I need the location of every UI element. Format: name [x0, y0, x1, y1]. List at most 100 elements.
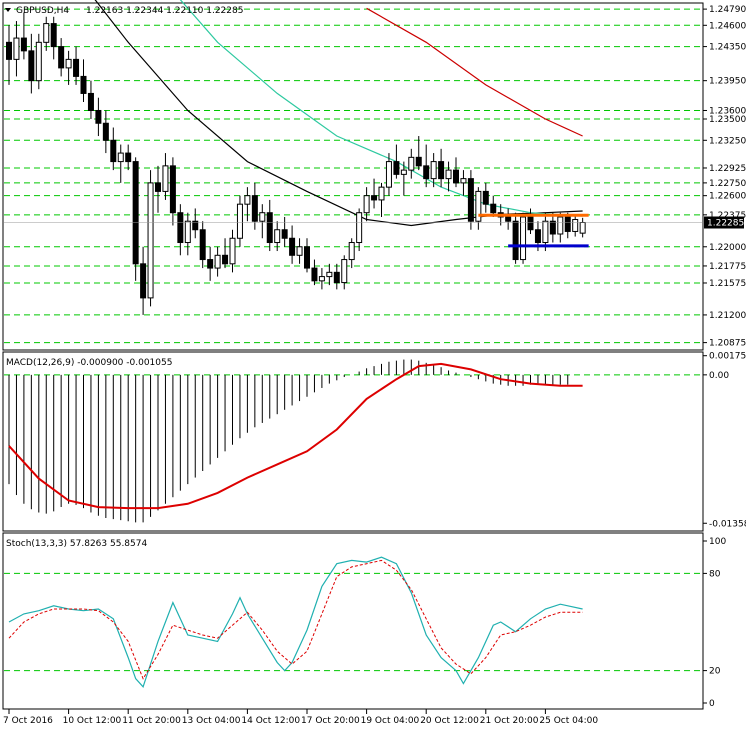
candle-body	[43, 23, 50, 43]
candle-body	[125, 152, 132, 163]
time-tick-label: 10 Oct 12:00	[63, 716, 122, 726]
candle-body	[512, 220, 519, 261]
stoch-lines	[8, 556, 583, 688]
price-tick-label: 1.22375	[709, 211, 746, 221]
last-price-label: 1.22285	[707, 219, 744, 229]
candle-body	[95, 109, 102, 124]
ma-slow-line	[366, 7, 583, 137]
stoch-panel-frame[interactable]	[2, 532, 704, 710]
candle-body	[549, 220, 556, 235]
candles	[6, 12, 586, 315]
stoch-tick-label: 100	[709, 537, 726, 547]
macd-axis: 0.001752 0.00 -0.013583	[703, 352, 746, 529]
stoch-tick-label: 20	[709, 667, 721, 677]
macd-histogram	[8, 359, 569, 523]
candle-body	[475, 190, 482, 222]
candle-body	[371, 195, 378, 201]
candle-body	[289, 237, 296, 256]
candle-body	[557, 216, 564, 235]
price-tick-label: 1.21775	[709, 262, 746, 272]
candle-body	[311, 267, 318, 282]
price-axis: 1.24790 1.24600 1.24350 1.23950 1.236001.235…	[4, 5, 746, 349]
price-levels[interactable]	[478, 213, 589, 248]
candle-body	[266, 212, 273, 244]
candle-body	[35, 41, 42, 82]
candle-body	[400, 169, 407, 175]
candle-body	[214, 254, 221, 269]
candle-body	[58, 46, 65, 69]
candle-body	[527, 216, 534, 231]
candle-body	[169, 165, 176, 214]
candle-body	[222, 254, 229, 265]
time-tick-label: 7 Oct 2016	[3, 716, 53, 726]
candle-body	[408, 156, 415, 171]
price-tick-label: 1.24600	[709, 21, 746, 31]
candle-body	[482, 190, 489, 205]
candle-body	[117, 152, 124, 163]
macd-tick-label: 0.001752	[709, 352, 746, 362]
candle-body	[534, 229, 541, 244]
stoch-tick-label: 80	[709, 569, 721, 579]
candle-body	[318, 276, 325, 282]
stoch-title: Stoch(13,3,3) 57.8263 55.8574	[6, 539, 147, 549]
price-tick-label: 1.23950	[709, 77, 746, 87]
macd-signal-path	[8, 362, 583, 510]
candle-body	[199, 229, 206, 261]
candle-body	[520, 216, 527, 261]
candle-body	[244, 195, 251, 205]
time-tick-label: 20 Oct 12:00	[420, 716, 479, 726]
candle-body	[490, 203, 497, 214]
candle-body	[341, 259, 348, 284]
candle-body	[423, 165, 430, 180]
candle-body	[430, 161, 437, 180]
stoch-grid	[4, 572, 702, 672]
candle-body	[132, 161, 139, 265]
macd-tick-label: 0.00	[709, 371, 729, 381]
price-tick-label: 1.23600	[709, 106, 746, 116]
price-grid	[4, 8, 702, 344]
price-tick-label: 1.23250	[709, 136, 746, 146]
macd-signal-line	[8, 362, 583, 510]
macd-title: MACD(12,26,9) -0.000900 -0.001055	[6, 358, 172, 368]
price-panel-frame[interactable]	[2, 2, 704, 351]
price-tick-label: 1.22000	[709, 243, 746, 253]
candle-body	[542, 220, 549, 244]
candle-body	[363, 195, 370, 214]
symbol-title: GBPUSD,H4	[16, 6, 69, 16]
candle-body	[438, 161, 445, 180]
candle-body	[65, 58, 72, 69]
candle-body	[326, 271, 333, 278]
time-tick-label: 19 Oct 04:00	[361, 716, 420, 726]
candle-body	[564, 216, 571, 232]
candle-body	[236, 203, 243, 239]
price-tick-label: 1.22925	[709, 164, 746, 174]
candle-body	[348, 242, 355, 261]
macd-panel-frame[interactable]	[2, 351, 704, 532]
price-tick-label: 1.21200	[709, 311, 746, 321]
candle-body	[460, 178, 467, 184]
candle-body	[192, 220, 199, 231]
macd-tick-label: -0.013583	[709, 519, 746, 529]
price-tick-label: 1.22750	[709, 179, 746, 189]
time-tick-label: 25 Oct 04:00	[539, 716, 598, 726]
candle-body	[80, 75, 87, 94]
symbol-dropdown-icon[interactable]	[5, 8, 11, 12]
candle-body	[140, 263, 147, 299]
stoch-tick-label: 0	[709, 699, 715, 709]
candle-body	[274, 229, 281, 244]
time-tick-label: 11 Oct 20:00	[122, 716, 181, 726]
candle-body	[110, 139, 117, 163]
candle-body	[50, 23, 57, 48]
candle-body	[177, 212, 184, 244]
candle-body	[207, 259, 214, 269]
candle-body	[102, 122, 109, 141]
candle-body	[184, 220, 191, 244]
candle-body	[453, 169, 459, 184]
candle-body	[73, 58, 80, 77]
price-tick-label: 1.24790	[709, 5, 746, 15]
candle-body	[296, 246, 303, 256]
candle-body	[147, 182, 154, 299]
candle-body	[579, 222, 586, 234]
